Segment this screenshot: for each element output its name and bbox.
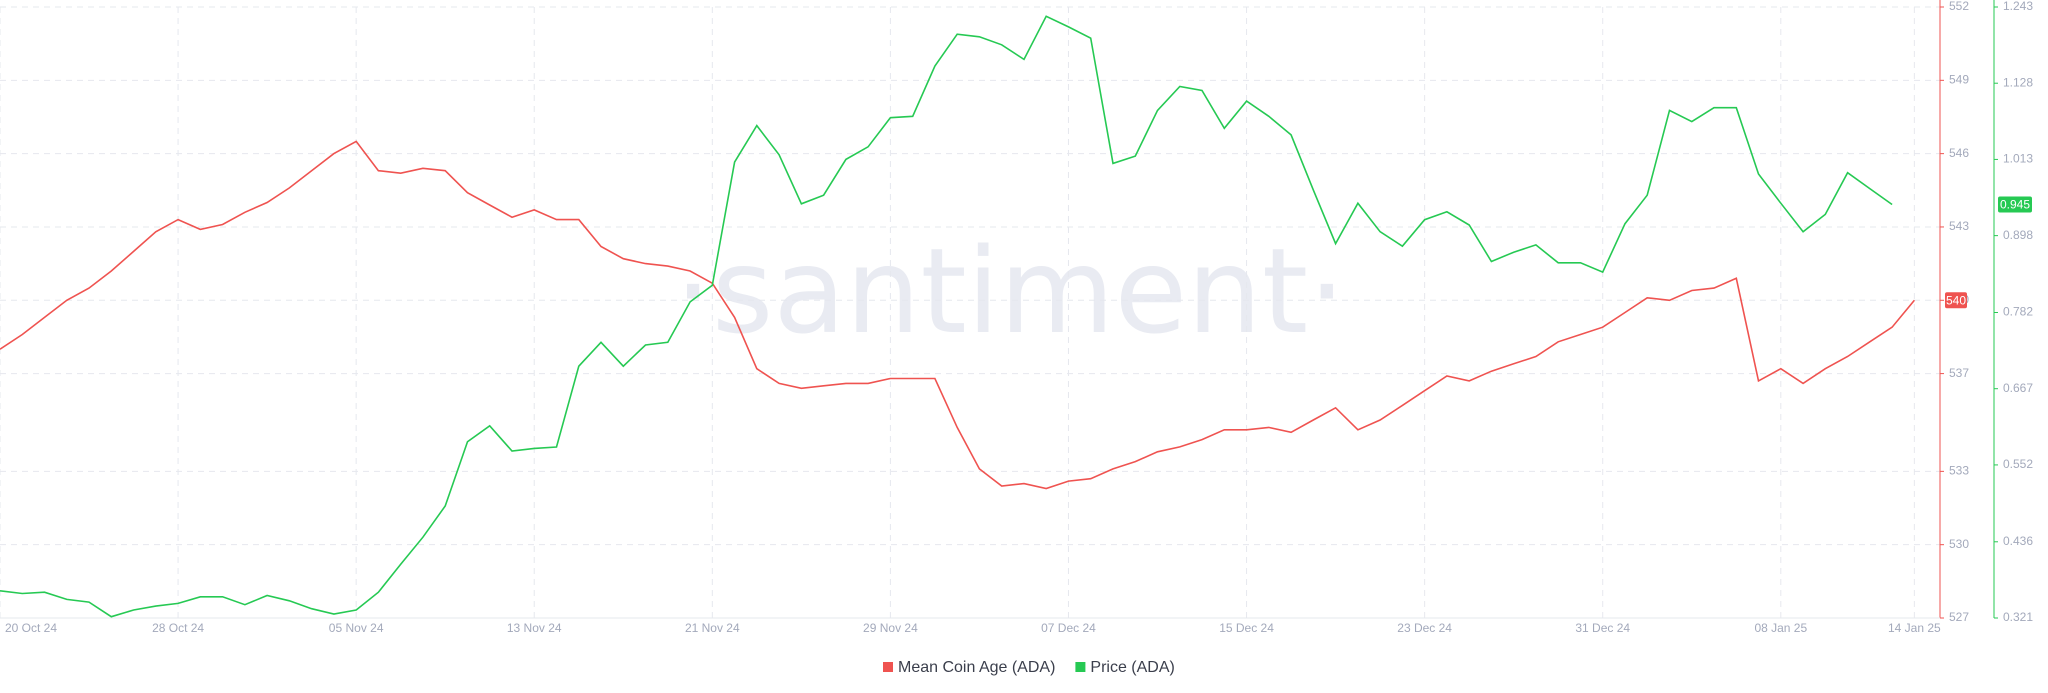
value-badge [1998, 196, 2032, 213]
x-tick-label: 08 Jan 25 [1754, 621, 1807, 635]
y-tick-label: 537 [1949, 366, 1969, 380]
y2-tick-label: 0.782 [2003, 305, 2033, 319]
y2-tick-label: 0.552 [2003, 457, 2033, 471]
value-badge-label: 540 [1946, 293, 1966, 307]
y-tick-label: 533 [1949, 464, 1969, 478]
x-tick-label: 29 Nov 24 [863, 621, 918, 635]
x-tick-label: 28 Oct 24 [152, 621, 204, 635]
x-tick-label: 15 Dec 24 [1219, 621, 1274, 635]
watermark: ·santiment· [674, 222, 1345, 360]
x-tick-label: 14 Jan 25 [1888, 621, 1941, 635]
y-tick-label: 549 [1949, 72, 1969, 86]
y-tick-label: 546 [1949, 146, 1969, 160]
y-tick-label: 543 [1949, 219, 1969, 233]
legend-label: Price (ADA) [1090, 659, 1174, 676]
y2-tick-label: 1.013 [2003, 152, 2033, 166]
y2-tick-label: 0.436 [2003, 534, 2033, 548]
y2-tick-label: 1.128 [2003, 75, 2033, 89]
x-tick-label: 20 Oct 24 [5, 621, 57, 635]
y2-tick-label: 0.898 [2003, 228, 2033, 242]
x-tick-label: 13 Nov 24 [507, 621, 562, 635]
value-badge-label: 0.945 [2000, 198, 2030, 212]
legend-swatch [883, 662, 893, 672]
y2-tick-label: 1.243 [2003, 0, 2033, 13]
x-tick-label: 21 Nov 24 [685, 621, 740, 635]
series-line [0, 140, 1916, 490]
y-tick-label: 530 [1949, 537, 1969, 551]
y-tick-label: 552 [1949, 0, 1969, 13]
legend-swatch [1075, 662, 1086, 672]
y2-tick-label: 0.667 [2003, 381, 2033, 395]
value-badge [1945, 292, 1967, 309]
x-tick-label: 07 Dec 24 [1041, 621, 1096, 635]
y2-tick-label: 0.321 [2003, 610, 2033, 624]
y-tick-label: 527 [1949, 610, 1969, 624]
legend-label: Mean Coin Age (ADA) [898, 659, 1055, 676]
x-tick-label: 05 Nov 24 [329, 621, 384, 635]
series-line [0, 15, 1893, 618]
x-tick-label: 31 Dec 24 [1575, 621, 1630, 635]
x-tick-label: 23 Dec 24 [1397, 621, 1452, 635]
